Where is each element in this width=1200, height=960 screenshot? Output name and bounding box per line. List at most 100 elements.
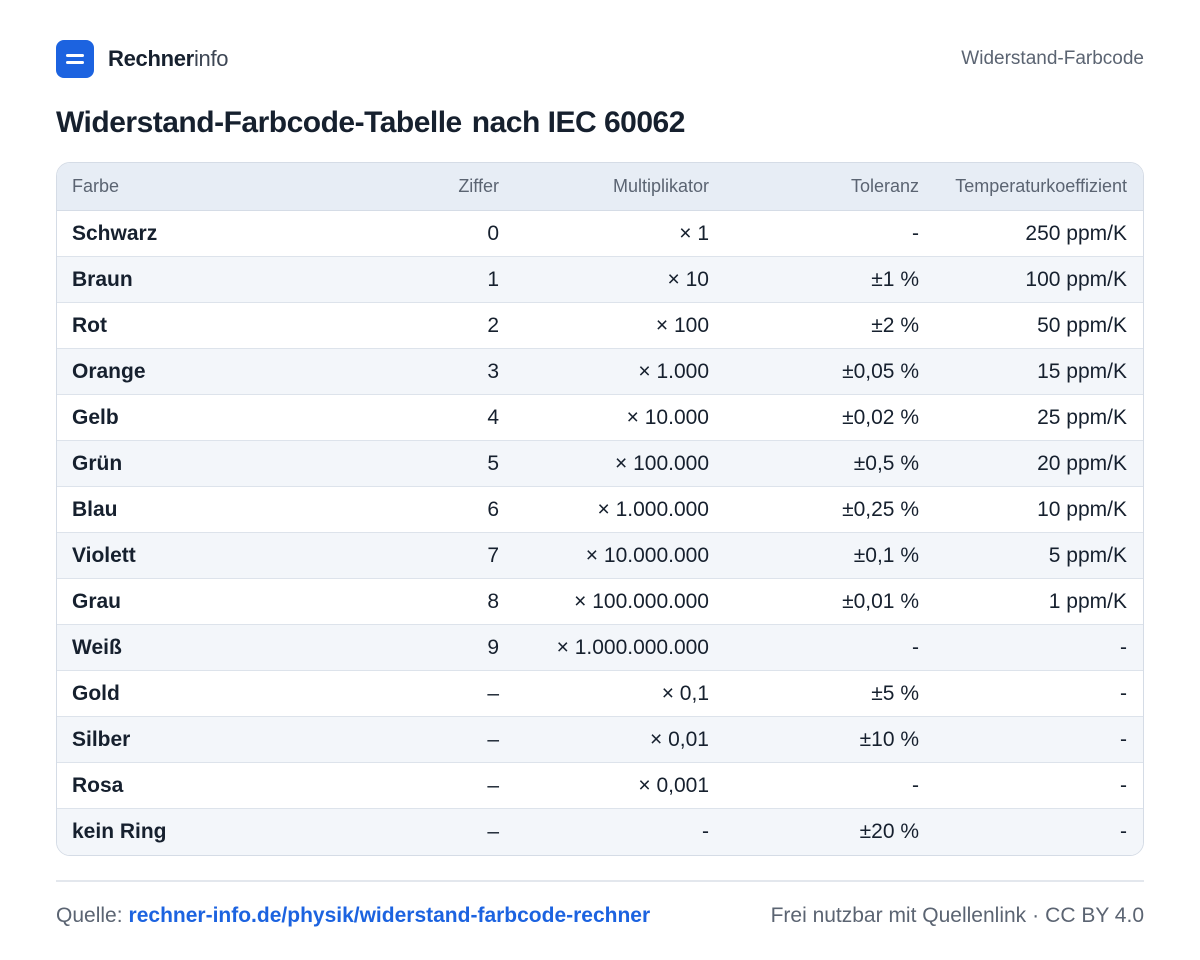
cell-temperaturkoeffizient: - (1120, 773, 1127, 797)
cell-multiplikator: × 0,1 (661, 681, 709, 705)
cell-ziffer: 4 (487, 405, 499, 429)
cell-multiplikator: × 100.000.000 (574, 589, 709, 613)
cell-farbe: Violett (72, 543, 136, 567)
table-body: Schwarz 0 × 1-250 ppm/K Braun 1 × 10 ±1 % 100 p… (57, 211, 1143, 855)
cell-ziffer: – (487, 773, 499, 797)
cell-temperaturkoeffizient: 250 ppm/K (1025, 221, 1127, 245)
cell-ziffer: 9 (487, 635, 499, 659)
table-row: Orange 3 × 1.000 ±0,05 % 15 ppm/K (57, 349, 1143, 395)
cell-temperaturkoeffizient: - (1120, 727, 1127, 751)
cell-temperaturkoeffizient: 100 ppm/K (1025, 267, 1127, 291)
source-label: Quelle: (56, 904, 123, 927)
cell-multiplikator: × 10.000 (626, 405, 709, 429)
color-code-table: Farbe Ziffer Multiplikator Toleranz Temp… (56, 162, 1144, 856)
cell-toleranz: ±0,5 % (853, 451, 919, 475)
page-header: Rechnerinfo Widerstand-Farbcode (56, 40, 1144, 78)
cell-toleranz: ±1 % (871, 267, 919, 291)
cell-toleranz: - (912, 221, 919, 245)
logo-text-strong: Rechner (108, 46, 194, 71)
cell-multiplikator: × 1.000.000 (597, 497, 709, 521)
column-header-multiplikator: Multiplikator (612, 176, 709, 196)
table-row: Weiß 9 × 1.000.000.000 - - (57, 625, 1143, 671)
cell-multiplikator: × 1 (679, 221, 709, 245)
cell-farbe: kein Ring (72, 820, 167, 843)
cell-toleranz: - (912, 773, 919, 797)
cell-ziffer: 2 (487, 313, 499, 337)
cell-multiplikator: × 10 (667, 267, 709, 291)
table-row: Grün 5 × 100.000 ±0,5 % 20 ppm/K (57, 441, 1143, 487)
usage-note: Frei nutzbar mit Quellenlink (770, 904, 1027, 927)
table-row: Silber – × 0,01 ±10 % - (57, 717, 1143, 763)
cell-ziffer: 3 (487, 359, 499, 383)
cell-multiplikator: × 100 (655, 313, 709, 337)
page-label: Widerstand-Farbcode (961, 48, 1144, 69)
cell-toleranz: ±20 % (859, 820, 919, 843)
table-row: Violett 7 × 10.000.000 ±0,1 % 5 ppm/K (57, 533, 1143, 579)
cell-temperaturkoeffizient: 5 ppm/K (1048, 543, 1127, 567)
cell-farbe: Gelb (72, 405, 119, 429)
cell-ziffer: 8 (487, 589, 499, 613)
cell-ziffer: 7 (487, 543, 499, 567)
cell-toleranz: ±0,1 % (853, 543, 919, 567)
footer-source: Quelle: rechner-info.de/physik/widerstand… (56, 904, 650, 928)
cell-farbe: Rosa (72, 773, 124, 797)
table-header-row: Farbe Ziffer Multiplikator Toleranz Temp… (57, 163, 1143, 211)
cell-temperaturkoeffizient: - (1120, 681, 1127, 705)
cell-farbe: Grün (72, 451, 123, 475)
cell-temperaturkoeffizient: 10 ppm/K (1037, 497, 1127, 521)
cell-ziffer: 5 (487, 451, 499, 475)
cell-temperaturkoeffizient: - (1120, 635, 1127, 659)
cell-farbe: Silber (72, 727, 131, 751)
table-row: kein Ring – - ±20 % - (57, 809, 1143, 855)
cell-ziffer: 6 (487, 497, 499, 521)
cell-temperaturkoeffizient: - (1120, 820, 1127, 843)
cell-multiplikator: × 1.000 (638, 359, 709, 383)
logo[interactable]: Rechnerinfo (56, 40, 229, 78)
logo-wordmark: Rechnerinfo (108, 40, 229, 78)
cell-toleranz: ±0,05 % (842, 359, 919, 383)
cell-temperaturkoeffizient: 25 ppm/K (1037, 405, 1127, 429)
table-row: Braun 1 × 10 ±1 % 100 ppm/K (57, 257, 1143, 303)
page-title-main: Widerstand-Farbcode-Tabelle (56, 106, 462, 139)
table-row: Schwarz 0 × 1 - 250 ppm/K (57, 211, 1143, 257)
logo-text-light: info (193, 46, 229, 71)
cell-toleranz: ±0,02 % (842, 405, 919, 429)
cell-multiplikator: × 0,001 (638, 773, 709, 797)
page-title: Widerstand-Farbcode-Tabelle nach IEC 6006… (56, 106, 685, 140)
cell-temperaturkoeffizient: 20 ppm/K (1037, 451, 1127, 475)
table-row: Grau 8 × 100.000.000 ±0,01 % 1 ppm/K (57, 579, 1143, 625)
table-row: Rosa – × 0,001 - - (57, 763, 1143, 809)
cell-farbe: Gold (72, 681, 120, 705)
source-link[interactable]: rechner-info.de/physik/widerstand-farbco… (128, 904, 651, 927)
table-row: Blau 6 × 1.000.000 ±0,25 % 10 ppm/K (57, 487, 1143, 533)
cell-toleranz: ±0,25 % (842, 497, 919, 521)
page-footer: Quelle: rechner-info.de/physik/widerstand… (56, 904, 1144, 934)
cell-toleranz: - (912, 635, 919, 659)
footer-license: Frei nutzbar mit Quellenlink · CC BY 4.0 (771, 904, 1144, 928)
page-title-suffix: nach IEC 60062 (471, 106, 686, 139)
column-header-ziffer: Ziffer (458, 176, 499, 196)
column-header-toleranz: Toleranz (850, 176, 919, 196)
table-row: Rot 2 × 100 ±2 % 50 ppm/K (57, 303, 1143, 349)
cell-ziffer: – (487, 727, 499, 751)
table-row: Gelb 4 × 10.000 ±0,02 % 25 ppm/K (57, 395, 1143, 441)
cell-farbe: Orange (72, 359, 146, 383)
column-header-farbe: Farbe (72, 176, 120, 196)
cell-multiplikator: - (702, 820, 709, 843)
cell-toleranz: ±0,01 % (842, 589, 919, 613)
cell-multiplikator: × 1.000.000.000 (556, 635, 709, 659)
footer-separator: · (1032, 904, 1040, 927)
cell-toleranz: ±5 % (871, 681, 919, 705)
cell-farbe: Weiß (72, 635, 122, 659)
cell-ziffer: 1 (487, 267, 499, 291)
cell-temperaturkoeffizient: 50 ppm/K (1037, 313, 1127, 337)
column-header-temperaturkoeffizient: Temperaturkoeffizient (955, 176, 1127, 196)
cell-farbe: Rot (72, 313, 107, 337)
cell-multiplikator: × 0,01 (650, 727, 709, 751)
cell-ziffer: – (487, 681, 499, 705)
cell-multiplikator: × 10.000.000 (585, 543, 709, 567)
logo-icon (56, 40, 94, 78)
cell-toleranz: ±10 % (859, 727, 919, 751)
cell-temperaturkoeffizient: 15 ppm/K (1037, 359, 1127, 383)
table-row: Gold – × 0,1 ±5 % - (57, 671, 1143, 717)
